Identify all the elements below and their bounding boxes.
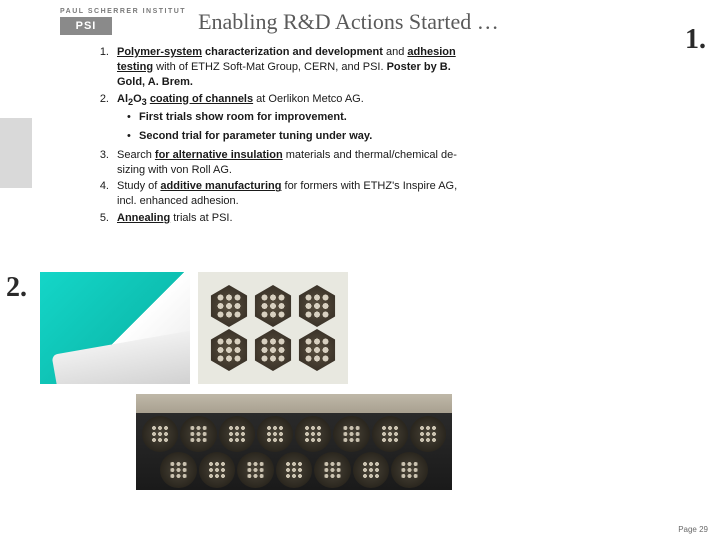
hex-cell: [208, 285, 250, 327]
list-subitem: •First trials show room for improvement.: [95, 110, 475, 127]
figure-hex-bundle-cross-section: [198, 272, 348, 384]
logo-badge: PSI: [60, 17, 112, 35]
rod: [410, 416, 446, 452]
rod: [237, 452, 274, 488]
rod: [276, 452, 313, 488]
page-number: Page 29: [678, 525, 708, 534]
rod: [219, 416, 255, 452]
bullet-body: •Second trial for parameter tuning under…: [127, 129, 475, 144]
hex-cell: [296, 329, 338, 371]
rod: [180, 416, 216, 452]
rod: [295, 416, 331, 452]
list-item: 2.Al2O3 coating of channels at Oerlikon …: [95, 92, 475, 109]
figure-coating-sample: [40, 272, 190, 384]
bullet-text: First trials show room for improvement.: [139, 110, 347, 125]
image-row-top: [40, 272, 348, 384]
sidebar-placeholder: [0, 118, 32, 188]
figure-rod-bundle-wide: [136, 394, 452, 490]
list-item: 1.Polymer-system characterization and de…: [95, 45, 475, 90]
hex-cell: [252, 285, 294, 327]
list-item-number: 4.: [95, 179, 117, 209]
list-item-number: 2.: [95, 92, 117, 109]
list-item-body: Al2O3 coating of channels at Oerlikon Me…: [117, 92, 475, 109]
list-item: 4.Study of additive manufacturing for fo…: [95, 179, 475, 209]
rod: [353, 452, 390, 488]
rod: [391, 452, 428, 488]
rod-row: [160, 452, 428, 488]
list-item-number: 3.: [95, 148, 117, 178]
list-item-body: Annealing trials at PSI.: [117, 211, 475, 226]
rod: [199, 452, 236, 488]
rod: [257, 416, 293, 452]
bullet-marker: •: [127, 129, 139, 144]
list-item: 5.Annealing trials at PSI.: [95, 211, 475, 226]
slide-title: Enabling R&D Actions Started …: [198, 9, 499, 35]
callout-number-1: 1.: [685, 24, 706, 56]
rod: [160, 452, 197, 488]
logo-abbr: PSI: [73, 20, 100, 32]
rod: [333, 416, 369, 452]
rod: [142, 416, 178, 452]
list-item-number: 1.: [95, 45, 117, 90]
psi-logo: PAUL SCHERRER INSTITUT PSI: [60, 8, 186, 35]
callout-number-2: 2.: [6, 272, 27, 304]
rod: [372, 416, 408, 452]
rod: [314, 452, 351, 488]
bullet-body: •First trials show room for improvement.: [127, 110, 475, 125]
institute-name: PAUL SCHERRER INSTITUT: [60, 8, 186, 15]
hex-cell: [252, 329, 294, 371]
list-item: 3.Search for alternative insulation mate…: [95, 148, 475, 178]
list-item-body: Study of additive manufacturing for form…: [117, 179, 475, 209]
hex-cell: [208, 329, 250, 371]
list-item-number: 5.: [95, 211, 117, 226]
list-item-body: Polymer-system characterization and deve…: [117, 45, 475, 90]
action-list: 1.Polymer-system characterization and de…: [95, 45, 475, 226]
bullet-marker: •: [127, 110, 139, 125]
rod-row: [142, 416, 446, 452]
bullet-text: Second trial for parameter tuning under …: [139, 129, 372, 144]
slide-header: PAUL SCHERRER INSTITUT PSI Enabling R&D …: [0, 0, 720, 35]
list-item-body: Search for alternative insulation materi…: [117, 148, 475, 178]
hex-grid: [208, 285, 338, 371]
list-subitem: •Second trial for parameter tuning under…: [95, 129, 475, 146]
hex-cell: [296, 285, 338, 327]
